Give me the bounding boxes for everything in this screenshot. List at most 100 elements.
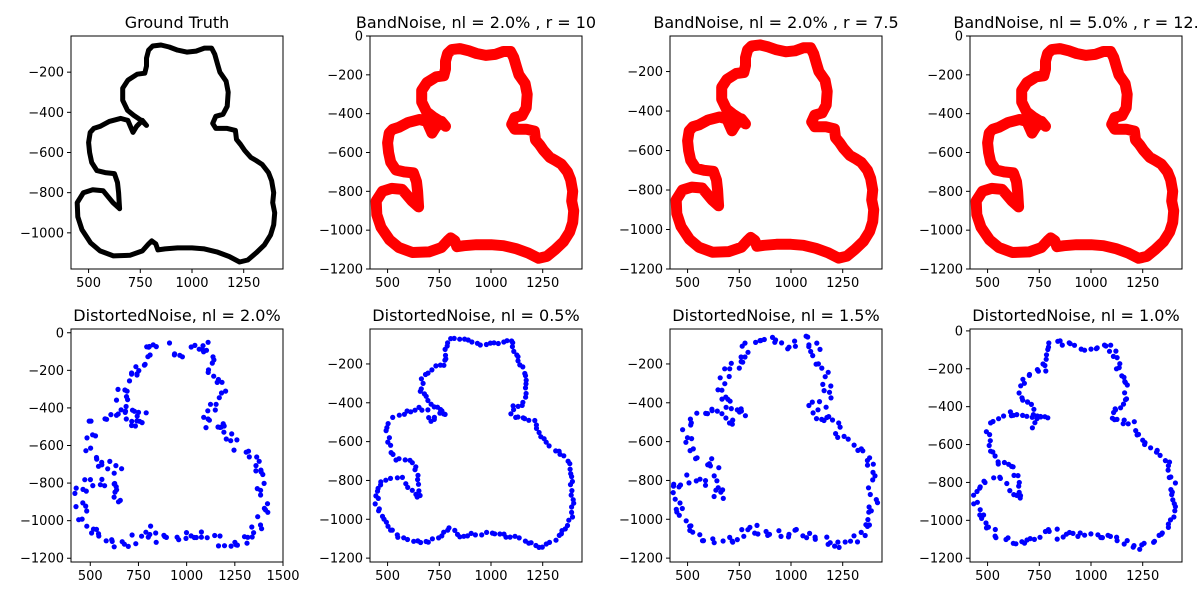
data-point <box>109 538 115 545</box>
data-point <box>745 349 751 355</box>
data-point <box>1122 379 1128 385</box>
x-tick-label: 1000 <box>1074 276 1107 291</box>
y-tick-label: −600 <box>327 146 363 161</box>
data-point <box>822 374 828 380</box>
data-point <box>711 473 717 479</box>
subplot-3: 500 750 1000 1250 −1200 −1000 −800 −600 −400 −200… <box>619 13 899 291</box>
data-point <box>688 523 694 529</box>
data-point <box>824 534 830 540</box>
y-tick-label: 0 <box>955 324 963 339</box>
data-point <box>693 478 699 484</box>
series-band <box>370 43 580 264</box>
data-point <box>86 418 92 424</box>
data-point <box>1031 536 1037 543</box>
data-point <box>1026 371 1033 378</box>
data-point <box>690 529 696 535</box>
data-point <box>836 544 842 551</box>
y-tick-label: −800 <box>28 477 64 492</box>
data-point <box>816 399 823 405</box>
data-point <box>121 541 127 547</box>
x-tick-label: 500 <box>675 276 700 291</box>
data-point <box>810 353 816 359</box>
data-point <box>474 340 480 346</box>
data-point <box>206 417 212 423</box>
y-tick-label: −600 <box>327 435 363 450</box>
data-point <box>425 397 431 404</box>
data-point <box>720 487 726 493</box>
data-point <box>568 471 574 477</box>
data-point <box>515 358 521 364</box>
data-point <box>249 524 255 530</box>
data-point <box>812 536 818 542</box>
data-point <box>228 438 234 444</box>
subplot-2: 500 750 1000 1250 −1200 −1000 −800 −600 −400 −200… <box>319 13 596 291</box>
data-point <box>971 492 977 498</box>
data-point <box>862 532 868 539</box>
y-tick-label: −800 <box>627 184 663 199</box>
data-point <box>402 457 408 463</box>
data-point <box>394 475 400 481</box>
data-point <box>207 401 214 407</box>
data-point <box>258 469 264 475</box>
data-point <box>1124 538 1130 544</box>
data-point <box>739 343 745 349</box>
data-point <box>570 497 576 503</box>
data-point <box>212 532 218 539</box>
data-point <box>677 500 683 506</box>
data-point <box>825 541 831 547</box>
y-tick-label: −200 <box>927 362 963 377</box>
data-point <box>991 475 997 481</box>
x-tick-label: 1000 <box>175 276 208 291</box>
data-point <box>262 507 269 513</box>
y-tick-label: −1200 <box>919 552 963 567</box>
x-tick-label: 500 <box>76 276 101 291</box>
data-point <box>107 458 113 464</box>
y-tick-label: −400 <box>927 400 963 415</box>
data-point <box>1167 517 1174 523</box>
data-point <box>694 455 700 461</box>
data-point <box>123 403 129 410</box>
data-point <box>1133 428 1139 434</box>
data-point <box>865 517 871 523</box>
data-point <box>566 517 572 523</box>
plot-area <box>971 338 1178 552</box>
subplot-title: BandNoise, nl = 5.0% , r = 12. <box>953 13 1198 32</box>
data-point <box>676 484 682 490</box>
data-point <box>93 526 100 533</box>
data-point <box>113 397 120 403</box>
data-point <box>1101 342 1108 348</box>
data-point <box>1016 390 1022 396</box>
data-point <box>1043 352 1050 358</box>
data-point <box>426 415 432 421</box>
data-point <box>229 431 235 437</box>
subplot-title: DistortedNoise, nl = 1.5% <box>672 306 879 325</box>
data-point <box>1122 390 1128 396</box>
y-tick-label: −1000 <box>20 514 64 529</box>
x-tick-label: 1000 <box>474 569 507 584</box>
data-point <box>670 483 677 489</box>
data-point <box>769 334 776 340</box>
data-point <box>1170 497 1176 503</box>
plot-area <box>372 335 577 551</box>
data-point <box>218 390 225 396</box>
data-point <box>987 438 993 444</box>
data-point <box>1119 373 1125 379</box>
data-point <box>111 494 117 500</box>
data-point <box>1043 368 1049 374</box>
data-point <box>414 494 420 500</box>
data-point <box>442 346 448 352</box>
subplot-title: BandNoise, nl = 2.0% , r = 7.5 <box>653 13 898 32</box>
x-tick-label: 750 <box>126 569 151 584</box>
data-point <box>448 336 454 342</box>
data-point <box>709 456 715 462</box>
data-point <box>205 339 211 345</box>
y-tick-label: −800 <box>927 476 963 491</box>
data-point <box>1123 396 1130 402</box>
data-point <box>697 532 703 538</box>
data-point <box>813 416 820 422</box>
data-point <box>1027 536 1033 542</box>
data-point <box>1120 401 1127 407</box>
data-point <box>487 340 493 346</box>
data-point <box>569 488 575 494</box>
data-point <box>1113 348 1119 354</box>
